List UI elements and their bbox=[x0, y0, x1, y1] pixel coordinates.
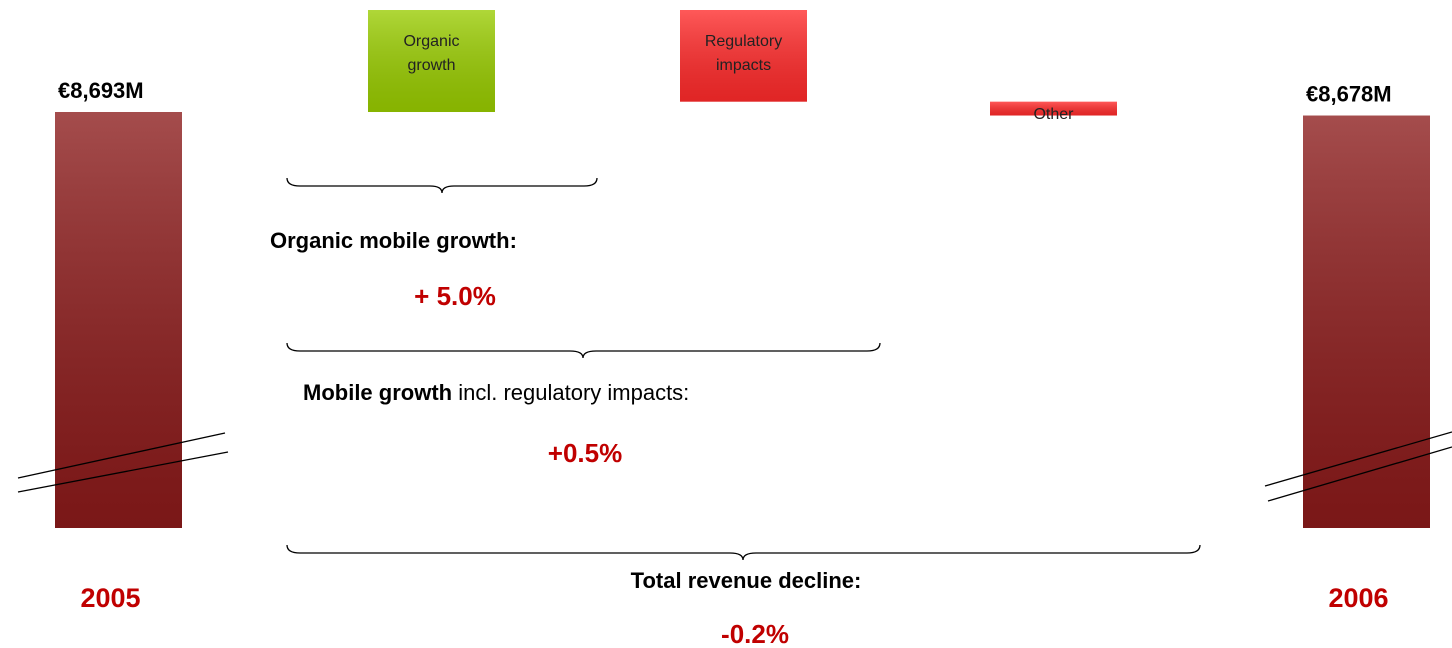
category-label: 2006 bbox=[1328, 583, 1388, 613]
axis-break bbox=[17, 451, 229, 493]
value-label: €8,678M bbox=[1306, 81, 1392, 106]
annotation-value: + 5.0% bbox=[414, 281, 496, 311]
brace bbox=[286, 342, 881, 359]
axis-breaks bbox=[17, 431, 1452, 502]
annotation-value: -0.2% bbox=[721, 619, 789, 648]
value-label: €8,693M bbox=[58, 78, 144, 103]
annotation: Organic mobile growth: bbox=[270, 228, 517, 253]
category-label-box: Regulatory impacts bbox=[704, 33, 783, 74]
annotation-text: incl. regulatory impacts: bbox=[452, 380, 689, 405]
labels: 2005 €8,693M Organic growth Regulatory impa… bbox=[58, 33, 1392, 648]
bar bbox=[1303, 115, 1430, 528]
category-label: Regulatory impacts bbox=[704, 33, 783, 74]
annotation-value: +0.5% bbox=[548, 438, 622, 468]
annotation: Mobile growth incl. regulatory impacts: bbox=[303, 380, 689, 405]
annotation-bold: Mobile growth bbox=[303, 380, 452, 405]
brace bbox=[286, 177, 598, 194]
annotation-text: Organic mobile growth: bbox=[270, 228, 517, 253]
category-label: 2005 bbox=[80, 583, 140, 613]
annotation-text: Total revenue decline: bbox=[631, 568, 862, 593]
annotation: Total revenue decline: bbox=[631, 568, 862, 593]
axis-break bbox=[17, 432, 226, 479]
axis-break bbox=[1267, 446, 1452, 502]
category-label-box: Organic growth bbox=[403, 33, 460, 74]
category-label: Organic growth bbox=[403, 33, 460, 74]
axis-break bbox=[1264, 431, 1452, 487]
brace bbox=[286, 544, 1201, 561]
category-label: Other bbox=[1033, 106, 1074, 123]
